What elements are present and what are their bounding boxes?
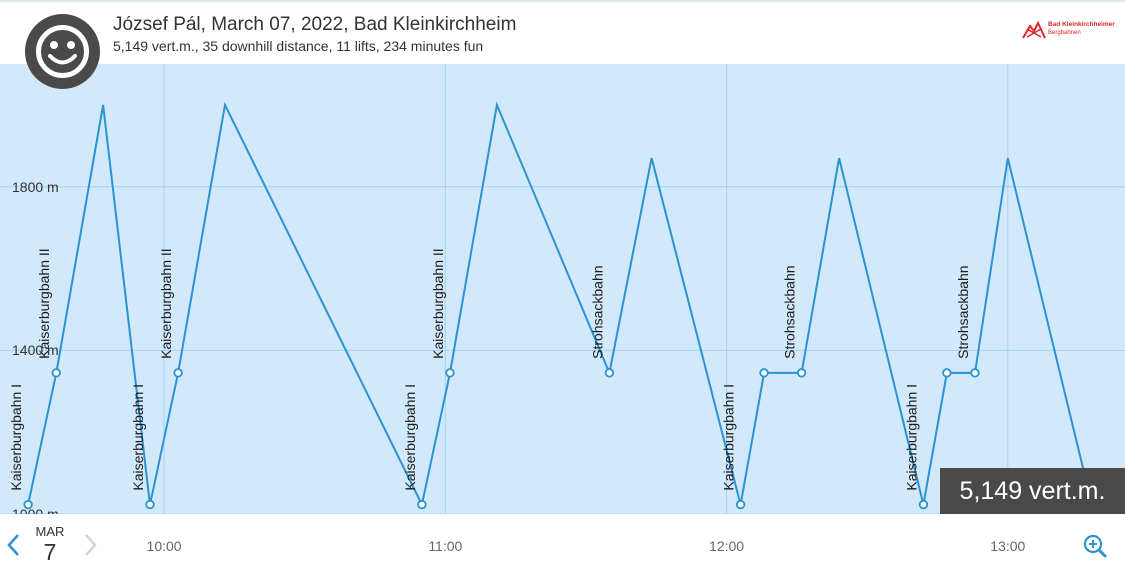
lift-label: Kaiserburgbahn I	[903, 384, 919, 491]
zoom-in-icon[interactable]	[1082, 533, 1108, 559]
altitude-chart[interactable]: Kaiserburgbahn I Kaiserburgbahn II Kaiserb…	[0, 64, 1125, 522]
lift-marker[interactable]	[23, 499, 33, 510]
mountain-logo-icon	[1022, 20, 1046, 39]
total-vertical-badge: 5,149 vert.m.	[940, 468, 1125, 514]
lift-marker[interactable]	[942, 368, 952, 378]
top-rule	[0, 0, 1125, 2]
smiley-face-icon[interactable]	[25, 14, 100, 89]
lift-marker[interactable]	[173, 368, 183, 378]
timeline-footer: MAR 7 10:00 11:00 12:00 13:00	[0, 514, 1125, 572]
lift-label: Kaiserburgbahn I	[130, 384, 146, 491]
lift-marker[interactable]	[604, 368, 615, 378]
altitude-line	[27, 101, 1094, 508]
date-month: MAR	[35, 524, 65, 539]
lift-label: Kaiserburgbahn I	[721, 384, 737, 491]
lift-label: Kaiserburgbahn II	[430, 248, 446, 359]
lift-marker[interactable]	[417, 499, 427, 510]
lift-marker[interactable]	[445, 368, 455, 378]
date-day: 7	[43, 539, 57, 565]
lift-label: Kaiserburgbahn II	[36, 248, 52, 359]
header: József Pál, March 07, 2022, Bad Kleinkir…	[0, 0, 1125, 89]
x-tick-label: 11:00	[428, 538, 463, 554]
lift-label: Strohsackbahn	[782, 265, 798, 358]
logo-text-line1: Bad Kleinkirchheimer	[1048, 21, 1115, 28]
lift-marker[interactable]	[759, 368, 769, 378]
lift-label: Kaiserburgbahn II	[158, 248, 174, 359]
page-title: József Pál, March 07, 2022, Bad Kleinkir…	[113, 14, 517, 35]
x-tick-label: 12:00	[709, 538, 745, 554]
lift-marker[interactable]	[145, 499, 155, 510]
resort-logo[interactable]: Bad Kleinkirchheimer Bergbahnen	[1021, 19, 1115, 45]
y-tick-label: 1400 m	[12, 342, 59, 359]
x-tick-label: 10:00	[146, 538, 182, 554]
lift-marker[interactable]	[51, 368, 61, 378]
lift-label: Strohsackbahn	[589, 265, 605, 358]
lift-label: Kaiserburgbahn I	[8, 384, 24, 491]
chevron-left-icon[interactable]	[4, 532, 24, 558]
logo-text-line2: Bergbahnen	[1048, 30, 1081, 36]
lift-marker[interactable]	[796, 368, 807, 378]
x-tick-label: 13:00	[990, 538, 1026, 554]
lift-marker[interactable]	[735, 499, 746, 510]
lift-marker[interactable]	[970, 368, 980, 378]
lift-label: Strohsackbahn	[955, 265, 971, 358]
day-summary: 5,149 vert.m., 35 downhill distance, 11 …	[113, 38, 484, 54]
altitude-chart-svg: Kaiserburgbahn I Kaiserburgbahn II Kaiserb…	[0, 64, 1125, 514]
lift-label: Kaiserburgbahn I	[402, 384, 418, 491]
y-tick-label: 1800 m	[12, 178, 59, 195]
lift-marker[interactable]	[918, 499, 929, 510]
chevron-right-icon[interactable]	[80, 532, 100, 558]
